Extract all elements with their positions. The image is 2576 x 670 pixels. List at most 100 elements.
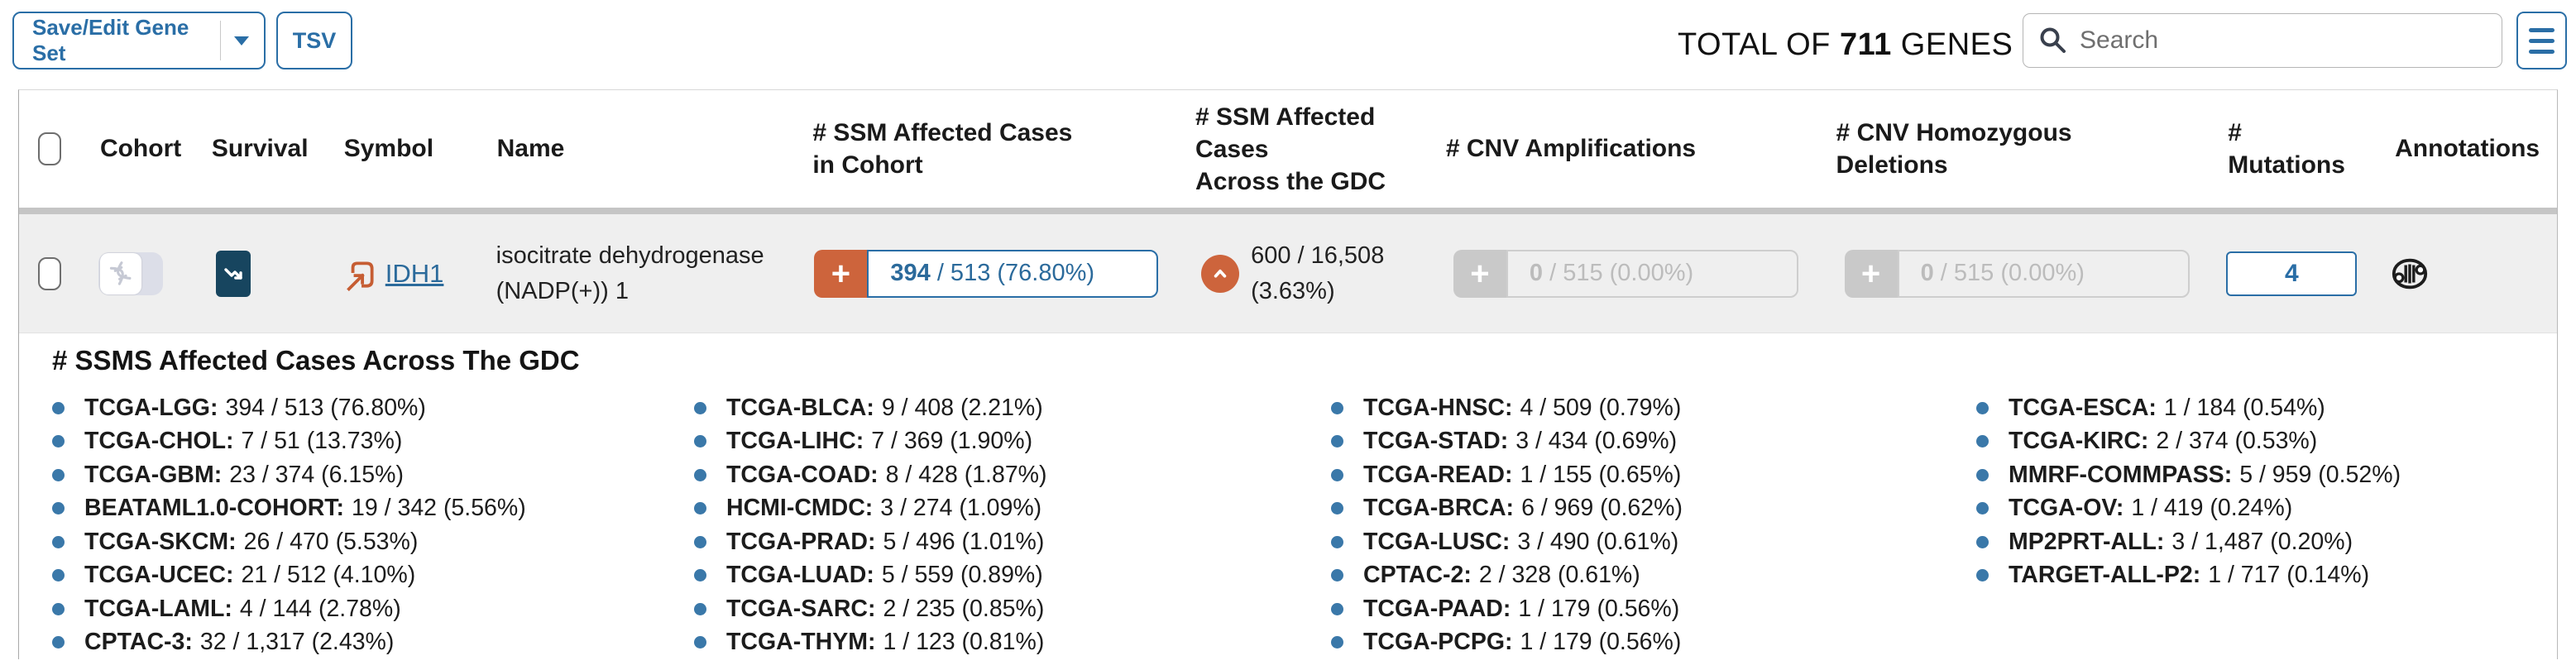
bullet-icon [52,468,65,481]
tsv-button[interactable]: TSV [276,12,352,69]
ssm-cohort-value[interactable]: 394 / 513 (76.80%) [867,249,1159,298]
project-label: TCGA-PCPG: [1363,629,1513,656]
bullet-icon [52,636,65,649]
gdc-breakdown-title: # SSMS Affected Cases Across The GDC [52,345,580,376]
gene-external-link-icon[interactable] [346,256,376,291]
add-ssm-cohort-filter-button[interactable]: + [814,249,868,298]
cnv-amplifications-value: 0 / 515 (0.00%) [1506,249,1798,298]
gdc-project-item: TCGA-ESCA: 1 / 184 (0.54%) [1976,391,2401,425]
project-label: TCGA-SARC: [726,595,876,622]
project-label: TCGA-LUSC: [1363,528,1511,555]
header-ssm-affected-gdc: # SSM Affected Cases Across the GDC [1195,103,1386,195]
project-value: 1 / 123 (0.81%) [883,629,1045,656]
table-header-row: Cohort Survival Symbol Name # SSM Affect… [19,90,2557,208]
project-value: 4 / 509 (0.79%) [1520,394,1682,421]
header-ssm-affected-cohort: # SSM Affected Cases in Cohort [812,119,1073,179]
gene-symbol-link[interactable]: IDH1 [385,258,444,288]
chevron-down-icon[interactable] [234,36,249,45]
bullet-icon [694,468,706,481]
project-value: 3 / 434 (0.69%) [1515,428,1678,455]
mutations-count-button[interactable]: 4 [2226,251,2358,296]
bullet-icon [694,535,706,548]
project-value: 4 / 144 (2.78%) [239,595,401,622]
bullet-icon [694,435,706,448]
gdc-project-item: TCGA-SKCM: 26 / 470 (5.53%) [52,525,694,559]
row-checkbox[interactable] [38,256,61,290]
survival-plot-button[interactable] [215,250,251,297]
project-label: TCGA-BRCA: [1363,495,1515,522]
project-value: 8 / 428 (1.87%) [885,461,1047,488]
project-label: TCGA-LGG: [84,394,218,421]
bullet-icon [52,569,65,582]
project-label: TCGA-BLCA: [726,394,874,421]
gdc-project-item: TCGA-THYM: 1 / 123 (0.81%) [694,626,1331,660]
project-value: 7 / 51 (13.73%) [241,428,403,455]
dna-icon [109,261,132,285]
gdc-project-item: TCGA-CHOL: 7 / 51 (13.73%) [52,425,694,459]
header-survival: Survival [211,135,309,162]
project-label: BEATAML1.0-COHORT: [84,495,345,522]
bullet-icon [1331,636,1343,649]
project-label: TCGA-PRAD: [726,528,876,555]
bullet-icon [1331,602,1343,615]
search-input[interactable] [2080,26,2477,55]
project-value: 9 / 408 (2.21%) [881,394,1043,421]
gdc-project-column: TCGA-LGG: 394 / 513 (76.80%) TCGA-CHOL: 7 … [52,391,694,659]
save-edit-gene-set-label: Save/Edit Gene Set [32,15,189,65]
project-label: TCGA-PAAD: [1363,595,1511,622]
bullet-icon [694,569,706,582]
gdc-project-item: TCGA-LUAD: 5 / 559 (0.89%) [694,559,1331,593]
ssm-cohort-cell: + 394 / 513 (76.80%) [814,249,1159,298]
project-label: TCGA-LIHC: [726,428,864,455]
total-genes-text: TOTAL OF 711 GENES [1678,26,2013,62]
project-value: 2 / 328 (0.61%) [1478,562,1640,589]
project-label: TCGA-UCEC: [84,562,234,589]
project-label: TCGA-READ: [1363,461,1513,488]
gdc-project-column: TCGA-BLCA: 9 / 408 (2.21%) TCGA-LIHC: 7 / … [694,391,1331,659]
gdc-project-item: TCGA-LIHC: 7 / 369 (1.90%) [694,425,1331,459]
project-label: TCGA-OV: [2009,495,2124,522]
cohort-switch[interactable] [98,251,163,295]
tsv-label: TSV [292,27,337,53]
table-options-menu-button[interactable] [2516,12,2567,69]
project-label: HCMI-CMDC: [726,495,874,522]
project-label: TCGA-COAD: [726,461,879,488]
project-value: 2 / 374 (0.53%) [2156,428,2318,455]
project-value: 1 / 419 (0.24%) [2131,495,2293,522]
annotations-icon[interactable] [2390,256,2430,291]
select-all-checkbox[interactable] [38,132,61,165]
project-value: 1 / 179 (0.56%) [1520,629,1682,656]
project-label: TCGA-SKCM: [84,528,237,555]
project-value: 1 / 155 (0.65%) [1520,461,1682,488]
bullet-icon [694,502,706,515]
collapse-gdc-breakdown-button[interactable] [1201,254,1240,293]
add-cnv-amp-filter-button-disabled: + [1453,249,1506,298]
bullet-icon [1976,468,1989,481]
project-value: 32 / 1,317 (2.43%) [199,629,395,656]
gdc-project-item: TCGA-PCPG: 1 / 179 (0.56%) [1331,626,1976,660]
gdc-project-item: CPTAC-3: 32 / 1,317 (2.43%) [52,626,694,660]
header-symbol: Symbol [343,135,434,162]
gdc-project-item: TCGA-STAD: 3 / 434 (0.69%) [1331,425,1976,459]
cohort-switch-knob [99,252,141,294]
header-cnv-homozygous-deletions: # CNV Homozygous Deletions [1836,119,2072,179]
project-label: TCGA-ESCA: [2009,394,2157,421]
project-label: TARGET-ALL-P2: [2009,562,2201,589]
gene-name: isocitrate dehydrogenase (NADP(+)) 1 [496,242,764,304]
header-cohort: Cohort [99,135,182,162]
toolbar: Save/Edit Gene Set TSV TOTAL OF 711 GENE… [0,0,2576,89]
header-annotations: Annotations [2395,135,2540,162]
ssm-gdc-value: 600 / 16,508 (3.63%) [1251,242,1385,304]
save-edit-gene-set-button[interactable]: Save/Edit Gene Set [12,12,266,69]
total-genes-count: 711 [1839,26,1892,62]
cnv-homozygous-deletions-cell: + 0 / 515 (0.00%) [1844,249,2190,298]
gdc-project-item: HCMI-CMDC: 3 / 274 (1.09%) [694,492,1331,526]
header-name: Name [496,135,565,162]
project-value: 3 / 490 (0.61%) [1517,528,1679,555]
project-label: TCGA-HNSC: [1363,394,1513,421]
project-label: TCGA-LAML: [84,595,232,622]
header-cnv-amplifications: # CNV Amplifications [1445,135,1697,162]
gdc-project-item: BEATAML1.0-COHORT: 19 / 342 (5.56%) [52,492,694,526]
bullet-icon [1331,468,1343,481]
gdc-project-item: TCGA-BLCA: 9 / 408 (2.21%) [694,391,1331,425]
